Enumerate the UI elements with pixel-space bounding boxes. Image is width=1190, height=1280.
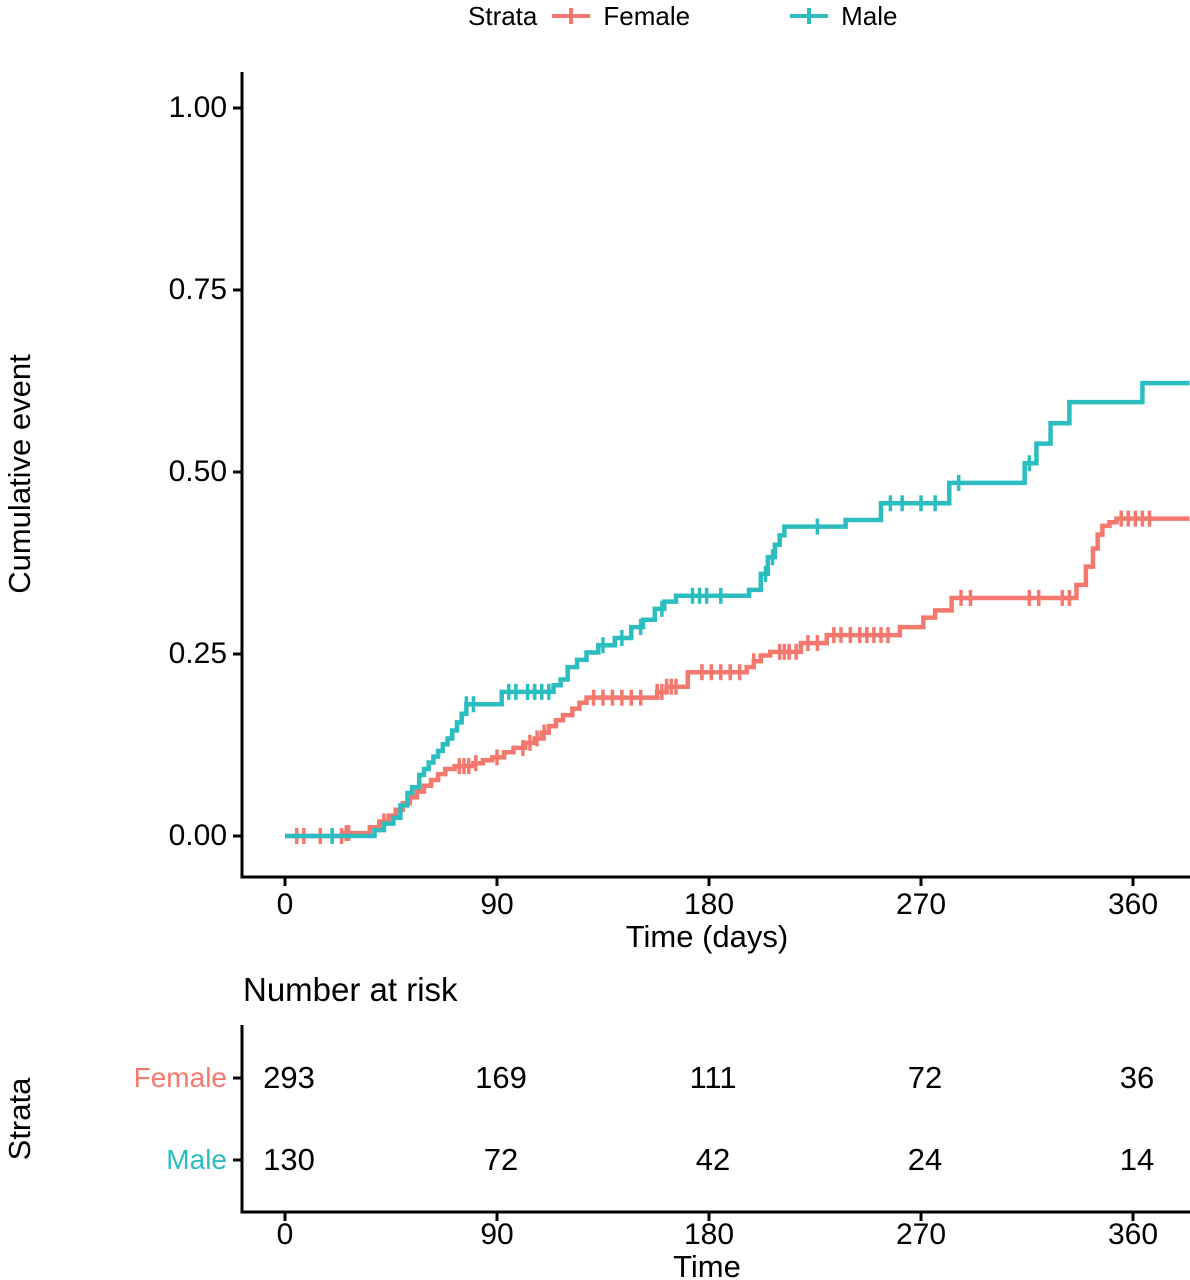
y-tick-label: 0.25 <box>168 637 227 670</box>
glyph-censor-tick <box>807 8 812 24</box>
legend-label-female: Female <box>603 0 691 31</box>
risk-x-axis-title: Time <box>673 1249 741 1280</box>
risk-count: 72 <box>483 1142 519 1177</box>
x-tick-label: 180 <box>683 888 735 921</box>
risk-x-tick-label: 90 <box>480 1218 514 1251</box>
x-tick-label: 360 <box>1107 888 1159 921</box>
risk-count: 36 <box>1119 1060 1155 1095</box>
y-tick-label: 0.75 <box>168 273 227 306</box>
y-axis-title: Cumulative event <box>2 354 37 594</box>
legend: Strata Female Male <box>468 0 897 32</box>
survival-curve-female <box>285 516 1190 839</box>
y-tick-label: 1.00 <box>168 91 227 124</box>
risk-row-label-male: Male <box>166 1144 227 1175</box>
x-axis-title: Time (days) <box>625 919 789 954</box>
risk-row-label-female: Female <box>133 1062 227 1093</box>
legend-title: Strata <box>468 0 538 31</box>
censor-ticks-male <box>330 455 1032 844</box>
risk-table-title: Number at risk <box>243 971 458 1008</box>
risk-count: 72 <box>907 1060 943 1095</box>
survival-curve-male <box>285 380 1190 839</box>
risk-x-tick-label: 270 <box>895 1218 947 1251</box>
y-tick-label: 0.00 <box>168 819 227 852</box>
x-tick-label: 270 <box>895 888 947 921</box>
risk-x-tick-label: 0 <box>276 1218 294 1251</box>
risk-count: 130 <box>263 1142 315 1177</box>
risk-count: 24 <box>907 1142 943 1177</box>
risk-x-tick-label: 180 <box>683 1218 735 1251</box>
legend-item-female: Female <box>552 1 690 32</box>
risk-count: 42 <box>695 1142 731 1177</box>
female-curve-glyph <box>552 7 591 25</box>
male-curve-glyph <box>790 7 829 25</box>
y-tick-label: 0.50 <box>168 455 227 488</box>
glyph-censor-tick <box>569 8 574 24</box>
risk-count: 169 <box>475 1060 527 1095</box>
x-tick-label: 0 <box>276 888 294 921</box>
risk-x-tick-label: 360 <box>1107 1218 1159 1251</box>
censor-ticks-female <box>295 510 1152 844</box>
risk-table-strata-axis-title: Strata <box>2 1077 37 1161</box>
risk-count: 14 <box>1119 1142 1155 1177</box>
risk-count: 111 <box>689 1060 737 1095</box>
legend-item-male: Male <box>790 1 897 32</box>
legend-label-male: Male <box>841 0 898 31</box>
x-tick-label: 90 <box>480 888 514 921</box>
risk-count: 293 <box>263 1060 315 1095</box>
